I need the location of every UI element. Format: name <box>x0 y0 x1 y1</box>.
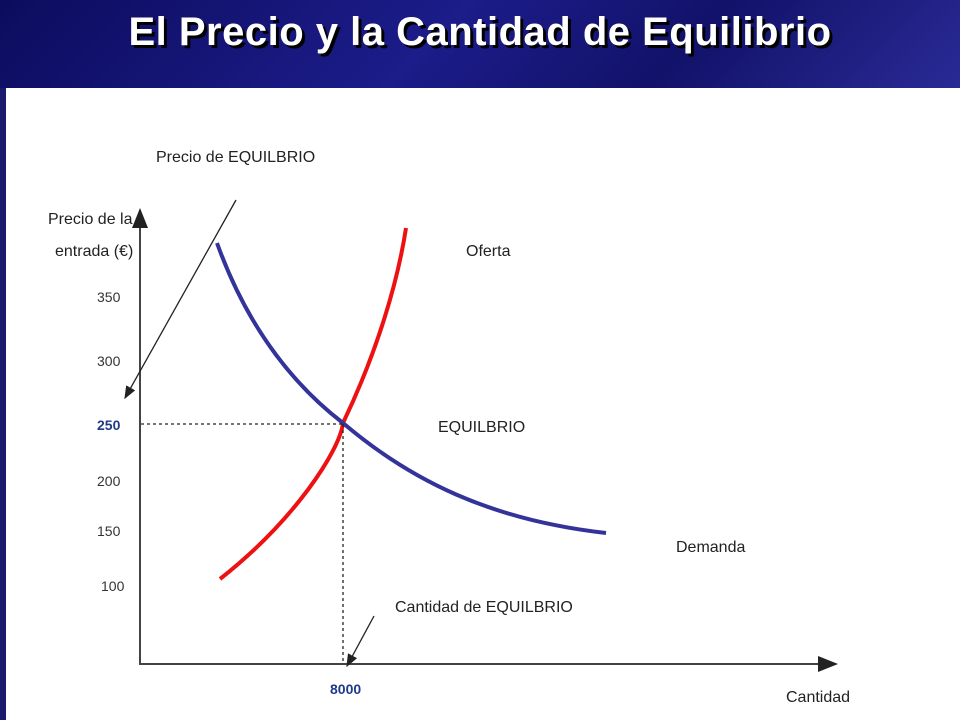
supply-label: Oferta <box>466 243 511 260</box>
quantity-equilibrium-arrow <box>346 615 375 668</box>
slide-title: El Precio y la Cantidad de Equilibrio <box>128 10 832 54</box>
price-equilibrium-annotation: Precio de EQUILBRIO <box>156 149 315 166</box>
price-equilibrium-arrow <box>124 199 237 400</box>
x-tick-label-highlight: 8000 <box>330 681 361 697</box>
y-axis-label-line2: entrada (€) <box>55 243 133 260</box>
y-tick-label: 200 <box>97 473 121 489</box>
y-axis-label-line1: Precio de la <box>48 211 133 228</box>
y-tick-label-highlight: 250 <box>97 417 121 433</box>
quantity-equilibrium-annotation: Cantidad de EQUILBRIO <box>395 599 573 616</box>
demand-curve <box>215 242 607 535</box>
chart-panel <box>6 88 960 720</box>
supply-curve <box>218 227 408 581</box>
demand-label: Demanda <box>676 539 745 556</box>
title-bar <box>0 0 960 88</box>
y-tick-label: 350 <box>97 289 121 305</box>
y-tick-label: 100 <box>101 578 125 594</box>
y-tick-label: 300 <box>97 353 121 369</box>
equilibrium-label: EQUILBRIO <box>438 419 525 436</box>
y-tick-label: 150 <box>97 523 121 539</box>
left-stripe <box>0 88 6 720</box>
x-axis-label: Cantidad <box>786 689 850 706</box>
